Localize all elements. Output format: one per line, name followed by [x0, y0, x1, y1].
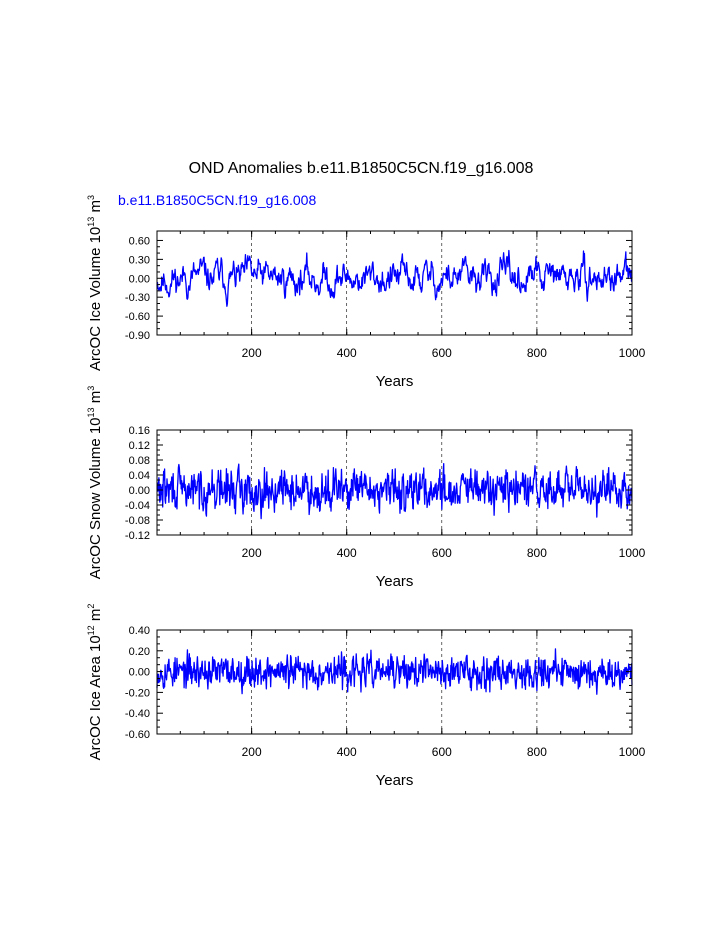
y-tick-label: -0.90 — [125, 330, 150, 342]
y-axis-label-part: 13 — [86, 217, 96, 227]
y-axis-label: ArcOC Snow Volume 1013 m3 — [86, 386, 104, 579]
y-tick-label: -0.04 — [125, 500, 150, 512]
x-tick-label: 200 — [242, 346, 262, 360]
y-tick-label: 0.16 — [129, 425, 150, 437]
y-axis-label-part: ArcOC Ice Area 10 — [87, 635, 104, 760]
series-line-1 — [156, 249, 633, 307]
y-axis-label: ArcOC Ice Volume 1013 m3 — [86, 195, 104, 371]
y-tick-label: -0.08 — [125, 515, 150, 527]
y-tick-label: 0.00 — [129, 273, 150, 285]
panels: 200 400 600 800 1000 0.60 0.30 0.00 -0.30 -0.60 -0… — [86, 195, 646, 789]
y-axis-label-part: m — [87, 200, 104, 217]
x-tick-label: 600 — [432, 546, 452, 560]
y-tick-label: -0.12 — [125, 530, 150, 542]
y-tick-label: 0.00 — [129, 667, 150, 679]
series-line-2 — [156, 462, 633, 520]
y-axis-label-part: ArcOC Ice Volume 10 — [87, 227, 104, 371]
y-tick-label: 0.20 — [129, 646, 150, 658]
panel-1: 200 400 600 800 1000 0.60 0.30 0.00 -0.30 -0.60 -0… — [86, 195, 646, 390]
figure-subtitle: b.e11.B1850C5CN.f19_g16.008 — [118, 192, 316, 208]
y-tick-label: -0.60 — [125, 729, 150, 741]
x-axis-label: Years — [376, 373, 414, 390]
y-axis-label-part: 13 — [86, 407, 96, 417]
x-tick-label: 800 — [527, 346, 547, 360]
y-axis-label-part: 3 — [86, 386, 96, 391]
y-axis-label-part: ArcOC Snow Volume 10 — [87, 417, 104, 579]
x-tick-label: 800 — [527, 546, 547, 560]
y-axis-label-part: 2 — [86, 604, 96, 609]
x-tick-label: 400 — [337, 745, 357, 759]
y-tick-label: 0.60 — [129, 235, 150, 247]
y-axis-label-part: m — [87, 391, 104, 408]
y-axis-label-part: 3 — [86, 195, 96, 200]
y-tick-label: 0.00 — [129, 485, 150, 497]
y-tick-label: -0.30 — [125, 292, 150, 304]
x-tick-label: 400 — [337, 346, 357, 360]
y-tick-label: 0.30 — [129, 254, 150, 266]
x-tick-label: 1000 — [619, 745, 646, 759]
x-axis-label: Years — [376, 772, 414, 789]
x-tick-label: 600 — [432, 346, 452, 360]
series-line-3 — [156, 648, 633, 695]
x-axis-label: Years — [376, 573, 414, 590]
panel-2: 200 400 600 800 1000 0.16 0.12 0.08 0.04 0.00 -0.0… — [86, 386, 646, 590]
y-axis-label-part: m — [87, 609, 104, 626]
y-axis-label: ArcOC Ice Area 1012 m2 — [86, 604, 104, 761]
y-tick-label: -0.60 — [125, 311, 150, 323]
y-tick-label: -0.20 — [125, 687, 150, 699]
x-tick-label: 1000 — [619, 346, 646, 360]
x-tick-label: 400 — [337, 546, 357, 560]
x-tick-label: 600 — [432, 745, 452, 759]
x-tick-label: 800 — [527, 745, 547, 759]
x-tick-label: 200 — [242, 546, 262, 560]
y-tick-label: -0.40 — [125, 708, 150, 720]
x-tick-label: 200 — [242, 745, 262, 759]
figure-title: OND Anomalies b.e11.B1850C5CN.f19_g16.00… — [189, 160, 534, 177]
y-tick-label: 0.12 — [129, 440, 150, 452]
y-tick-label: 0.08 — [129, 455, 150, 467]
x-tick-label: 1000 — [619, 546, 646, 560]
y-axis-label-part: 12 — [86, 625, 96, 635]
y-tick-label: 0.04 — [129, 470, 150, 482]
panel-3: 200 400 600 800 1000 0.40 0.20 0.00 -0.20 -0.40 -0… — [86, 604, 646, 789]
y-tick-label: 0.40 — [129, 625, 150, 637]
